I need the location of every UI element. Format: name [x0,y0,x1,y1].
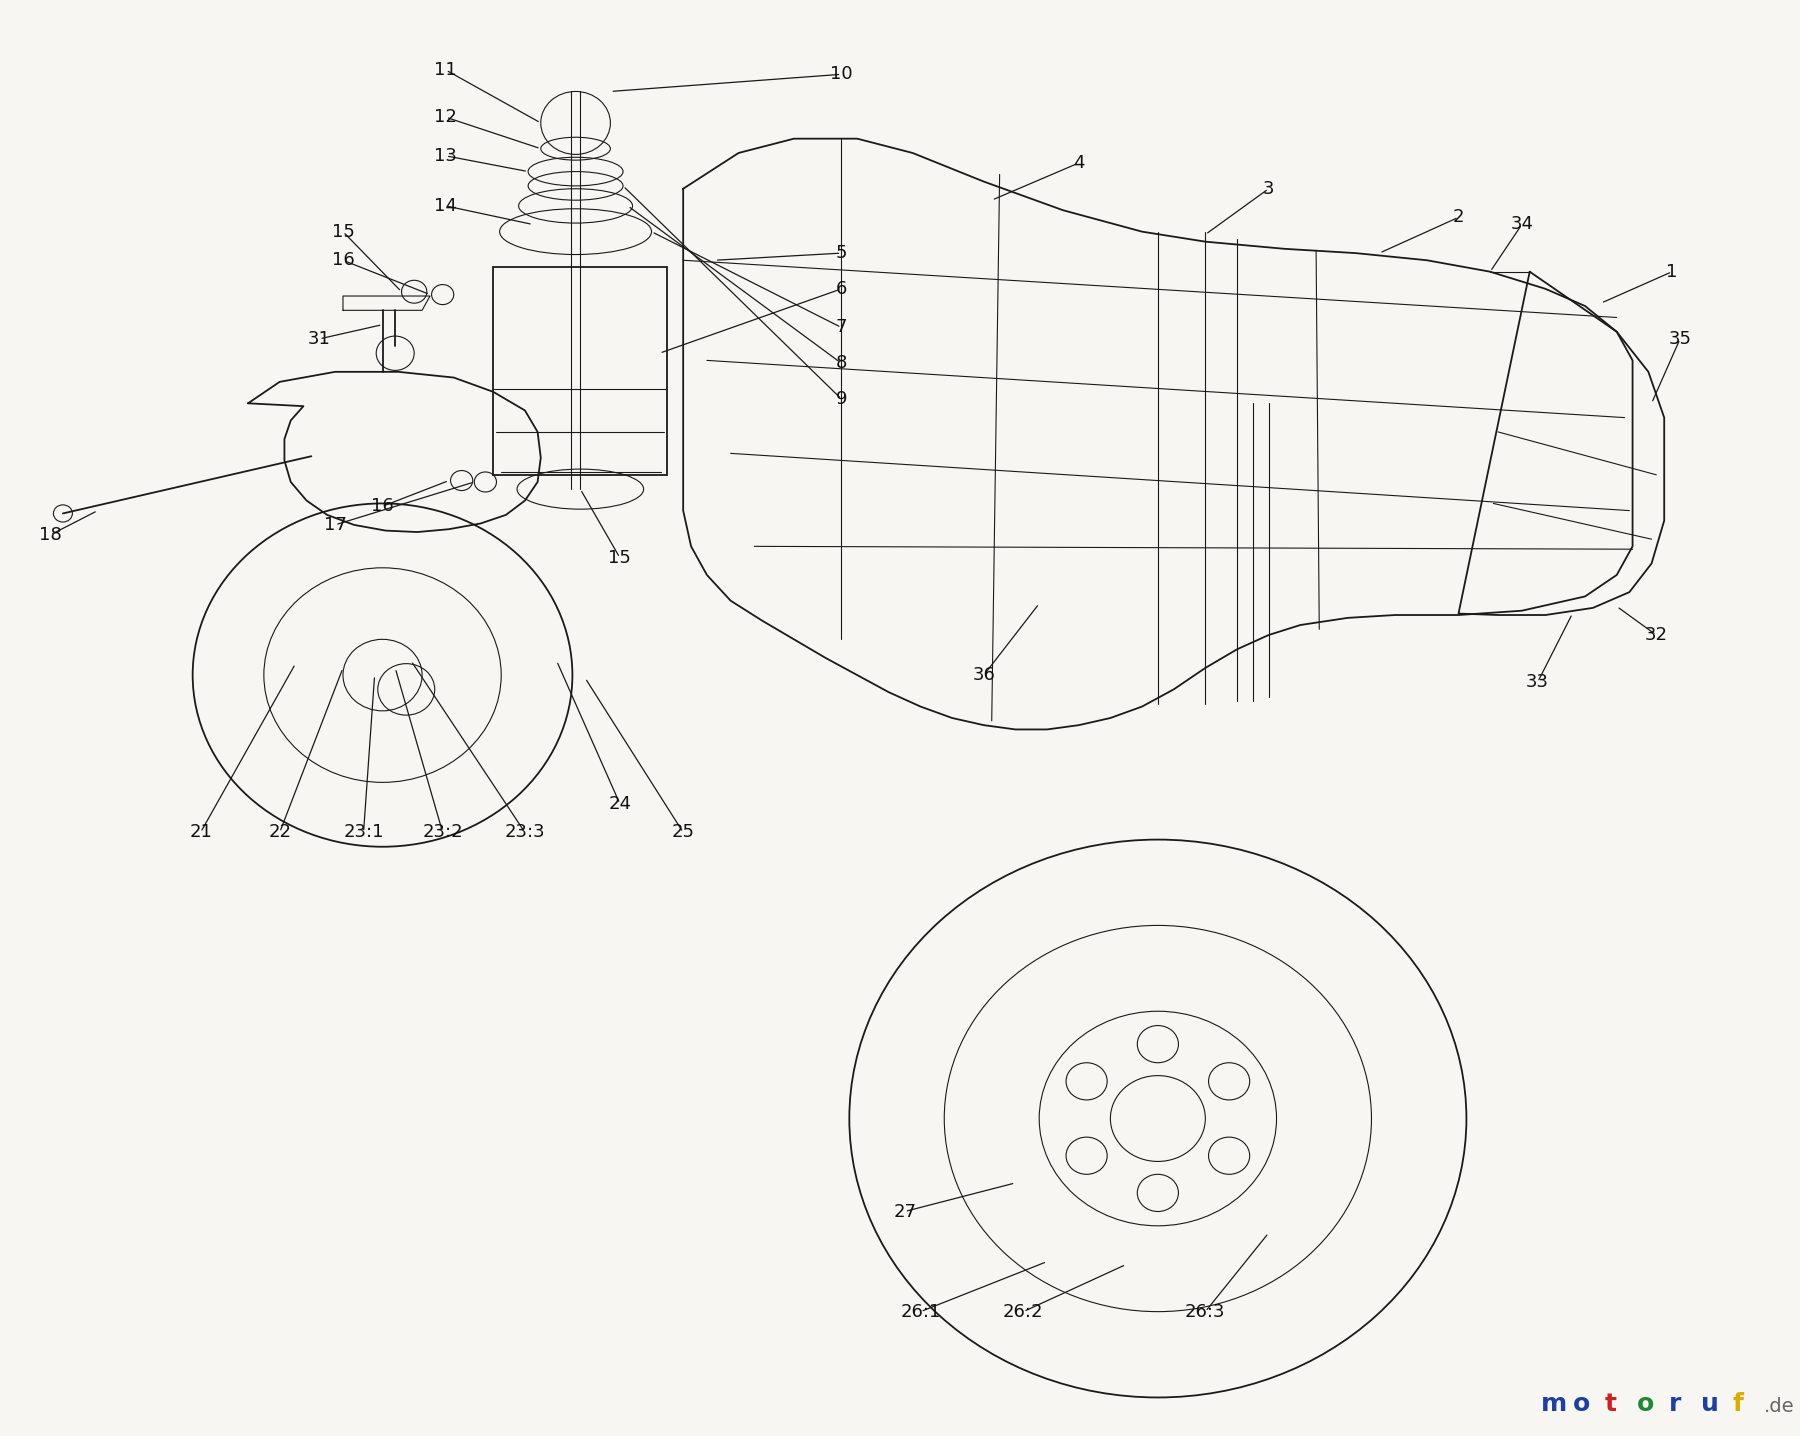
Text: 31: 31 [308,330,331,348]
Text: 23:2: 23:2 [423,823,463,841]
Text: o: o [1573,1391,1589,1416]
Bar [493,267,668,475]
Text: 8: 8 [835,355,848,372]
Text: .de: .de [1764,1397,1795,1416]
Text: 17: 17 [324,516,347,534]
Text: 16: 16 [331,251,355,270]
Text: 35: 35 [1669,330,1692,348]
Text: 26:3: 26:3 [1184,1302,1226,1321]
Text: 22: 22 [268,823,292,841]
Text: 16: 16 [371,497,394,516]
Text: m: m [1541,1391,1568,1416]
Text: 23:1: 23:1 [344,823,383,841]
Text: 26:1: 26:1 [900,1302,941,1321]
Text: 33: 33 [1526,673,1550,691]
Text: 36: 36 [972,666,995,684]
Text: 2: 2 [1453,208,1463,227]
Text: 23:3: 23:3 [504,823,545,841]
Text: 24: 24 [608,796,632,813]
Text: 18: 18 [40,526,61,544]
Text: 4: 4 [1073,154,1084,172]
Text: 11: 11 [434,60,457,79]
Text: 32: 32 [1645,626,1669,643]
Text: 1: 1 [1667,263,1678,280]
Text: 5: 5 [835,244,848,263]
Text: 3: 3 [1264,180,1274,198]
Text: r: r [1669,1391,1681,1416]
Text: f: f [1732,1391,1744,1416]
Text: 14: 14 [434,197,457,215]
Text: 34: 34 [1510,215,1534,234]
Text: u: u [1701,1391,1719,1416]
Text: 25: 25 [671,823,695,841]
Text: 9: 9 [835,391,848,408]
Text: 15: 15 [608,549,632,567]
Text: t: t [1606,1391,1616,1416]
Text: 15: 15 [331,223,355,241]
Text: 27: 27 [893,1202,916,1221]
Text: 12: 12 [434,108,457,126]
Text: 7: 7 [835,319,848,336]
Text: 13: 13 [434,146,457,165]
Text: 10: 10 [830,65,853,83]
Text: o: o [1636,1391,1654,1416]
Text: 26:2: 26:2 [1003,1302,1044,1321]
Text: 21: 21 [189,823,212,841]
Text: 6: 6 [835,280,848,297]
